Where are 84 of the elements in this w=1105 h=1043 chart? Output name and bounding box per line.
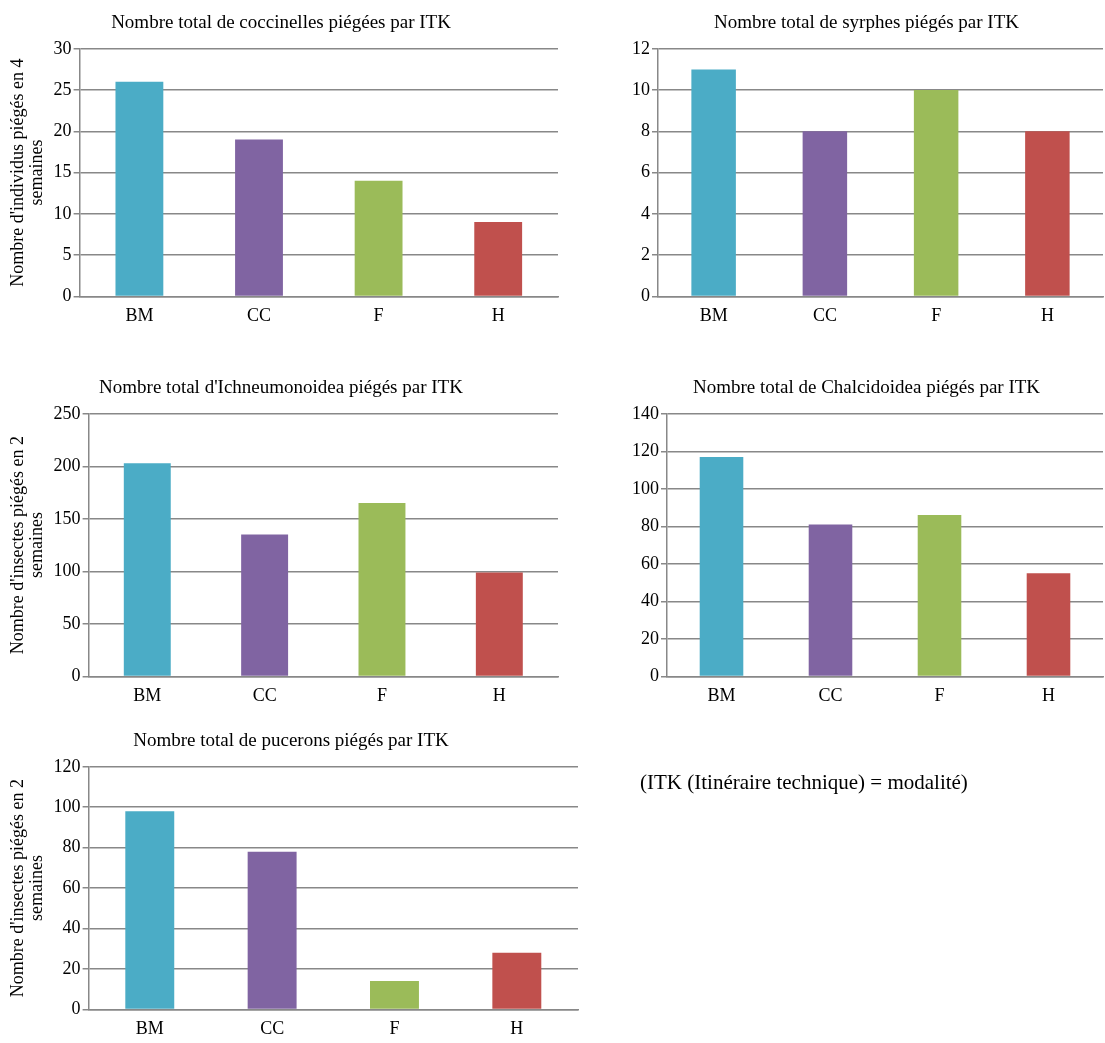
y-tick-label: 4	[641, 202, 650, 223]
y-tick-label: 140	[632, 402, 659, 423]
chart-title: Nombre total de coccinelles piégées par ITK	[111, 11, 452, 33]
x-tick-label: BM	[707, 684, 736, 705]
y-tick-label: 0	[641, 285, 650, 306]
x-tick-label: F	[376, 684, 387, 705]
y-tick-label: 0	[71, 665, 81, 686]
bar	[917, 515, 962, 676]
y-tick-label: 0	[650, 665, 659, 686]
y-tick-label: 200	[53, 455, 81, 476]
x-tick-label: H	[1040, 304, 1054, 325]
bar	[358, 503, 406, 676]
bar	[247, 851, 297, 1009]
bar	[802, 131, 848, 296]
bar	[699, 456, 744, 676]
y-tick-label: 150	[53, 507, 81, 528]
x-tick-label: H	[510, 1017, 524, 1038]
x-tick-label: BM	[125, 304, 154, 325]
y-tick-label: 25	[53, 78, 72, 99]
y-tick-label: 20	[53, 120, 72, 141]
x-tick-label: H	[1042, 684, 1055, 705]
y-tick-label: 40	[62, 917, 81, 938]
bar	[354, 180, 403, 296]
x-tick-label: F	[389, 1017, 400, 1038]
y-tick-label: 80	[62, 836, 81, 857]
y-tick-label: 120	[53, 755, 81, 776]
bar	[370, 981, 419, 1009]
x-tick-label: CC	[812, 304, 837, 325]
x-tick-label: H	[491, 304, 505, 325]
x-tick-label: BM	[133, 684, 162, 705]
bar	[808, 524, 853, 676]
bar	[241, 534, 289, 676]
bar	[1025, 131, 1070, 296]
y-tick-label: 100	[53, 795, 81, 816]
x-tick-label: CC	[252, 684, 277, 705]
x-tick-label: F	[373, 304, 384, 325]
y-tick-label: 30	[53, 37, 72, 58]
bar	[123, 463, 171, 676]
x-tick-label: CC	[246, 304, 272, 325]
x-tick-label: CC	[818, 684, 843, 705]
x-tick-label: CC	[260, 1017, 285, 1038]
y-tick-label: 100	[632, 477, 659, 498]
y-tick-label: 120	[632, 440, 659, 461]
chart-title: Nombre total de syrphes piégés par ITK	[714, 11, 1020, 33]
y-tick-label: 250	[53, 402, 81, 423]
y-axis-title: Nombre d'individus piégés en 4 semaines	[6, 58, 47, 287]
y-tick-label: 10	[632, 78, 650, 99]
x-tick-label: BM	[135, 1017, 164, 1038]
y-tick-label: 40	[641, 590, 659, 611]
y-tick-label: 5	[62, 243, 72, 264]
bar	[474, 222, 523, 296]
y-tick-label: 20	[641, 627, 659, 648]
y-tick-label: 50	[62, 612, 81, 633]
y-tick-label: 15	[53, 161, 72, 182]
y-tick-label: 60	[62, 876, 81, 897]
y-tick-label: 10	[53, 202, 72, 223]
x-tick-label: H	[492, 684, 506, 705]
bar	[913, 90, 959, 296]
x-tick-label: F	[931, 304, 942, 325]
y-tick-label: 0	[62, 285, 72, 306]
y-tick-label: 60	[641, 552, 659, 573]
bar	[1026, 573, 1071, 676]
bar	[115, 81, 164, 296]
bar	[125, 811, 175, 1009]
y-axis-title: Nombre d'insectes piégés en 2 semaines	[6, 436, 47, 655]
chart-title: Nombre total d'Ichneumonoidea piégés par ITK	[99, 376, 464, 398]
y-tick-label: 2	[641, 243, 650, 264]
y-axis-title: Nombre d'insectes piégés en 2 semaines	[6, 779, 47, 998]
y-tick-label: 100	[53, 560, 81, 581]
y-tick-label: 80	[641, 515, 659, 536]
bar	[235, 139, 283, 296]
y-tick-label: 6	[641, 161, 650, 182]
x-tick-label: BM	[699, 304, 728, 325]
bar	[691, 69, 736, 296]
y-tick-label: 12	[632, 37, 650, 58]
y-tick-label: 8	[641, 120, 650, 141]
y-tick-label: 0	[71, 998, 81, 1019]
x-tick-label: F	[934, 684, 945, 705]
text: (ITK (Itinéraire technique) = modalité)	[640, 770, 968, 795]
bar	[492, 952, 542, 1009]
chart-title: Nombre total de Chalcidoidea piégés par ITK	[692, 376, 1041, 398]
y-tick-label: 20	[62, 957, 81, 978]
chart-title: Nombre total de pucerons piégés par ITK	[133, 729, 450, 751]
bar	[475, 572, 523, 676]
